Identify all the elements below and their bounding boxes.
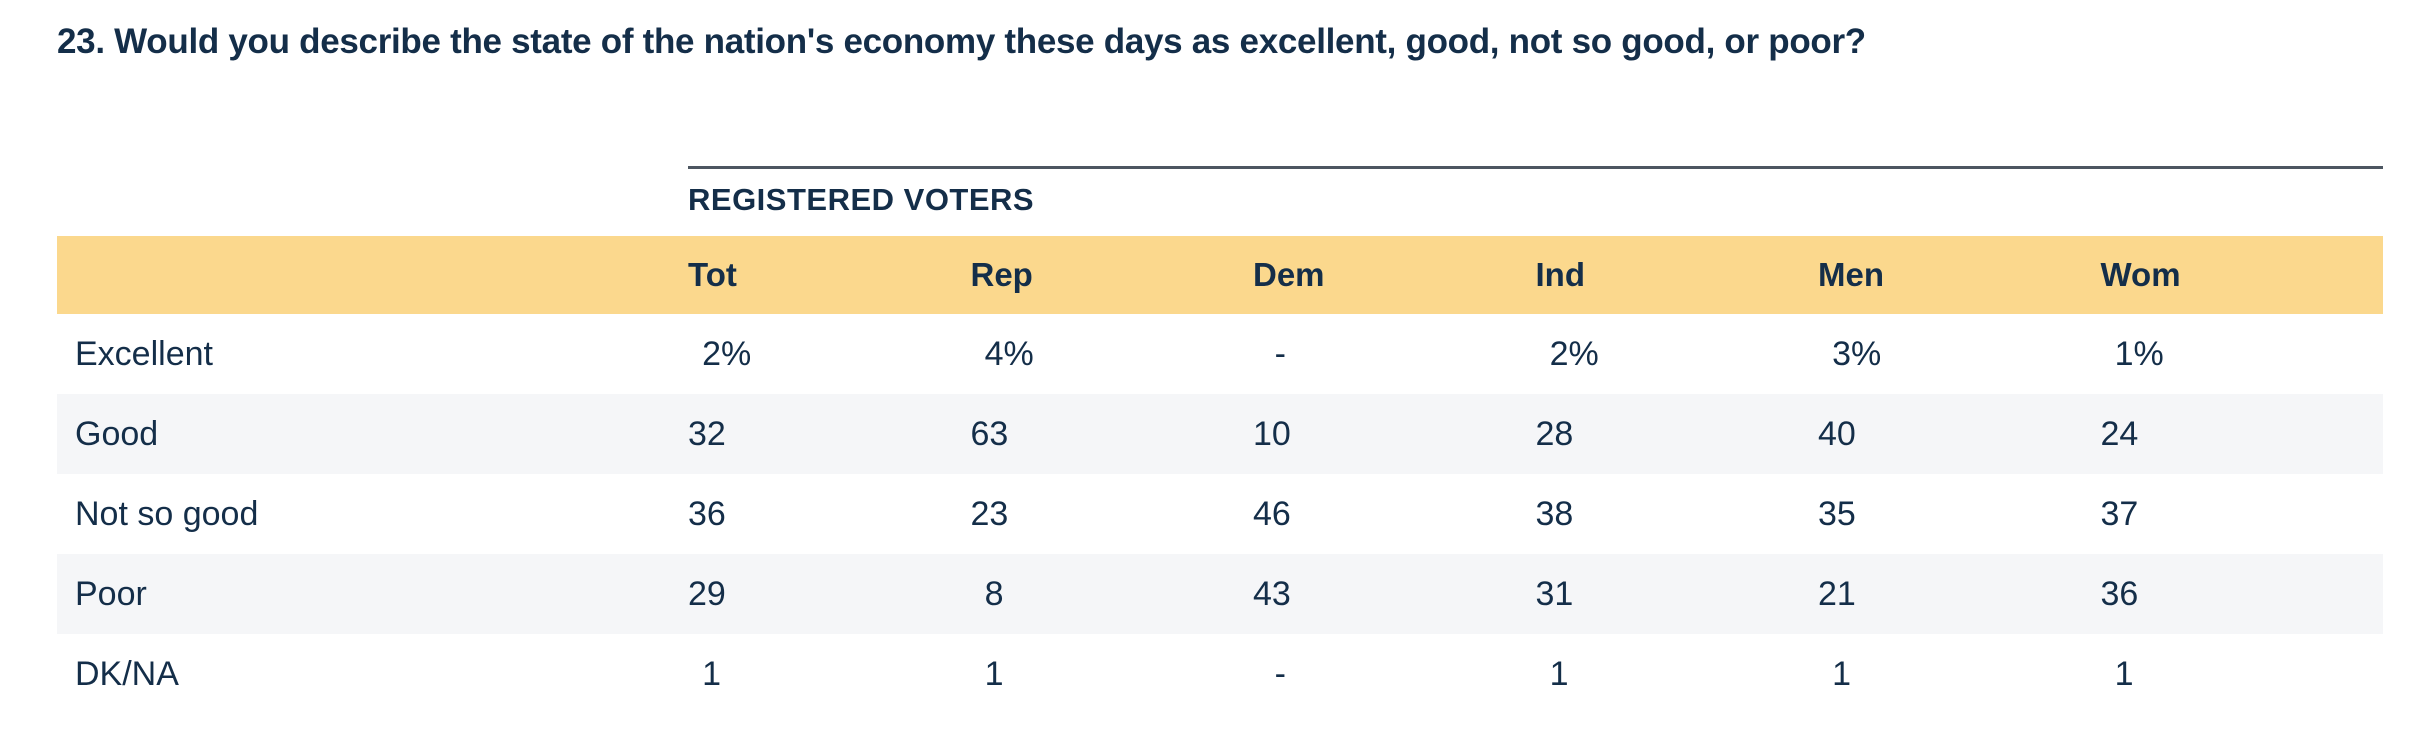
row-label: DK/NA: [75, 654, 179, 693]
value-cell-rep: 1: [971, 655, 1254, 694]
table-body: Excellent 2% 4% -2% 3% 1% Good 32 63 10 28 40 24 Not …: [57, 314, 2383, 714]
value-cell-dem: -: [1253, 655, 1536, 694]
value-number: 28: [1535, 414, 1574, 453]
value-cell-ind: 31: [1536, 575, 1819, 614]
value-number: 46: [1253, 494, 1291, 533]
table-row-good: Good 32 63 10 28 40 24: [57, 394, 2383, 474]
value-cell-men: 40: [1818, 415, 2101, 454]
column-header-ind: Ind: [1535, 256, 1585, 293]
question-title: 23. Would you describe the state of the …: [57, 22, 1866, 61]
results-table: Tot Rep Dem Ind Men Wom Excellent 2% 4% -2%…: [57, 236, 2383, 714]
row-label: Excellent: [75, 334, 213, 373]
value-number: -: [1274, 654, 1286, 693]
value-number: 1: [984, 654, 1004, 693]
value-number: 36: [688, 494, 726, 533]
value-cell-men: 35: [1818, 495, 2101, 534]
value-number: 23: [970, 494, 1009, 533]
value-number: 8: [984, 574, 1004, 613]
value-number: 24: [2100, 414, 2139, 453]
value-cell-wom: 24: [2101, 415, 2384, 454]
table-row-excellent: Excellent 2% 4% -2% 3% 1%: [57, 314, 2383, 394]
value-cell-ind: 2%: [1536, 335, 1819, 374]
value-cell-dem: 43: [1253, 575, 1536, 614]
value-cell-dem: 10: [1253, 415, 1536, 454]
table-row-poor: Poor 29 8 43 31 21 36: [57, 554, 2383, 634]
value-cell-rep: 63: [971, 415, 1254, 454]
value-cell-ind: 28: [1536, 415, 1819, 454]
value-number: 31: [1535, 574, 1574, 613]
value-cell-tot: 32: [688, 415, 971, 454]
value-cell-wom: 37: [2101, 495, 2384, 534]
column-header-rep: Rep: [970, 256, 1033, 293]
row-label: Good: [75, 414, 159, 453]
table-row-not-so-good: Not so good 36 23 46 38 35 37: [57, 474, 2383, 554]
value-number: 36: [2100, 574, 2139, 613]
value-number: 3: [1832, 334, 1851, 373]
column-header-tot: Tot: [688, 256, 737, 293]
value-number: 35: [1818, 494, 1856, 533]
value-cell-tot: 29: [688, 575, 971, 614]
value-number: 1: [1549, 654, 1569, 693]
value-cell-men: 3%: [1818, 335, 2101, 374]
value-number: 29: [688, 574, 726, 613]
value-number: 1: [1832, 654, 1851, 693]
value-cell-dem: 46: [1253, 495, 1536, 534]
value-cell-wom: 1%: [2101, 335, 2384, 374]
value-cell-tot: 2%: [688, 335, 971, 374]
value-number: 1: [2114, 334, 2134, 373]
value-number: 38: [1535, 494, 1574, 533]
value-number: 4: [984, 334, 1004, 373]
value-number: 63: [970, 414, 1009, 453]
value-cell-wom: 36: [2101, 575, 2384, 614]
value-cell-rep: 8: [971, 575, 1254, 614]
value-number: 10: [1253, 414, 1291, 453]
row-label: Not so good: [75, 494, 259, 533]
column-header-men: Men: [1818, 256, 1884, 293]
column-header-wom: Wom: [2100, 256, 2181, 293]
value-number: 43: [1253, 574, 1291, 613]
value-cell-wom: 1: [2101, 655, 2384, 694]
value-number: 2: [1549, 334, 1569, 373]
table-header-row: Tot Rep Dem Ind Men Wom: [57, 236, 2383, 314]
value-number: 21: [1818, 574, 1856, 613]
value-cell-ind: 1: [1536, 655, 1819, 694]
value-cell-tot: 1: [688, 655, 971, 694]
value-number: 32: [688, 414, 726, 453]
value-number: 37: [2100, 494, 2139, 533]
column-header-dem: Dem: [1253, 256, 1325, 293]
value-cell-rep: 23: [971, 495, 1254, 534]
row-label: Poor: [75, 574, 147, 613]
value-cell-ind: 38: [1536, 495, 1819, 534]
table-row-dk-na: DK/NA 1 1 - 1 1 1: [57, 634, 2383, 714]
value-number: 2: [702, 334, 721, 373]
value-number: 1: [2114, 654, 2134, 693]
value-number: -: [1274, 334, 1286, 373]
value-number: 40: [1818, 414, 1856, 453]
value-cell-tot: 36: [688, 495, 971, 534]
value-cell-rep: 4%: [971, 335, 1254, 374]
value-cell-men: 21: [1818, 575, 2101, 614]
registered-voters-label: REGISTERED VOTERS: [688, 182, 1035, 217]
value-cell-men: 1: [1818, 655, 2101, 694]
value-number: 1: [702, 654, 721, 693]
table-top-rule: [688, 166, 2383, 169]
value-cell-dem: -: [1253, 335, 1536, 374]
